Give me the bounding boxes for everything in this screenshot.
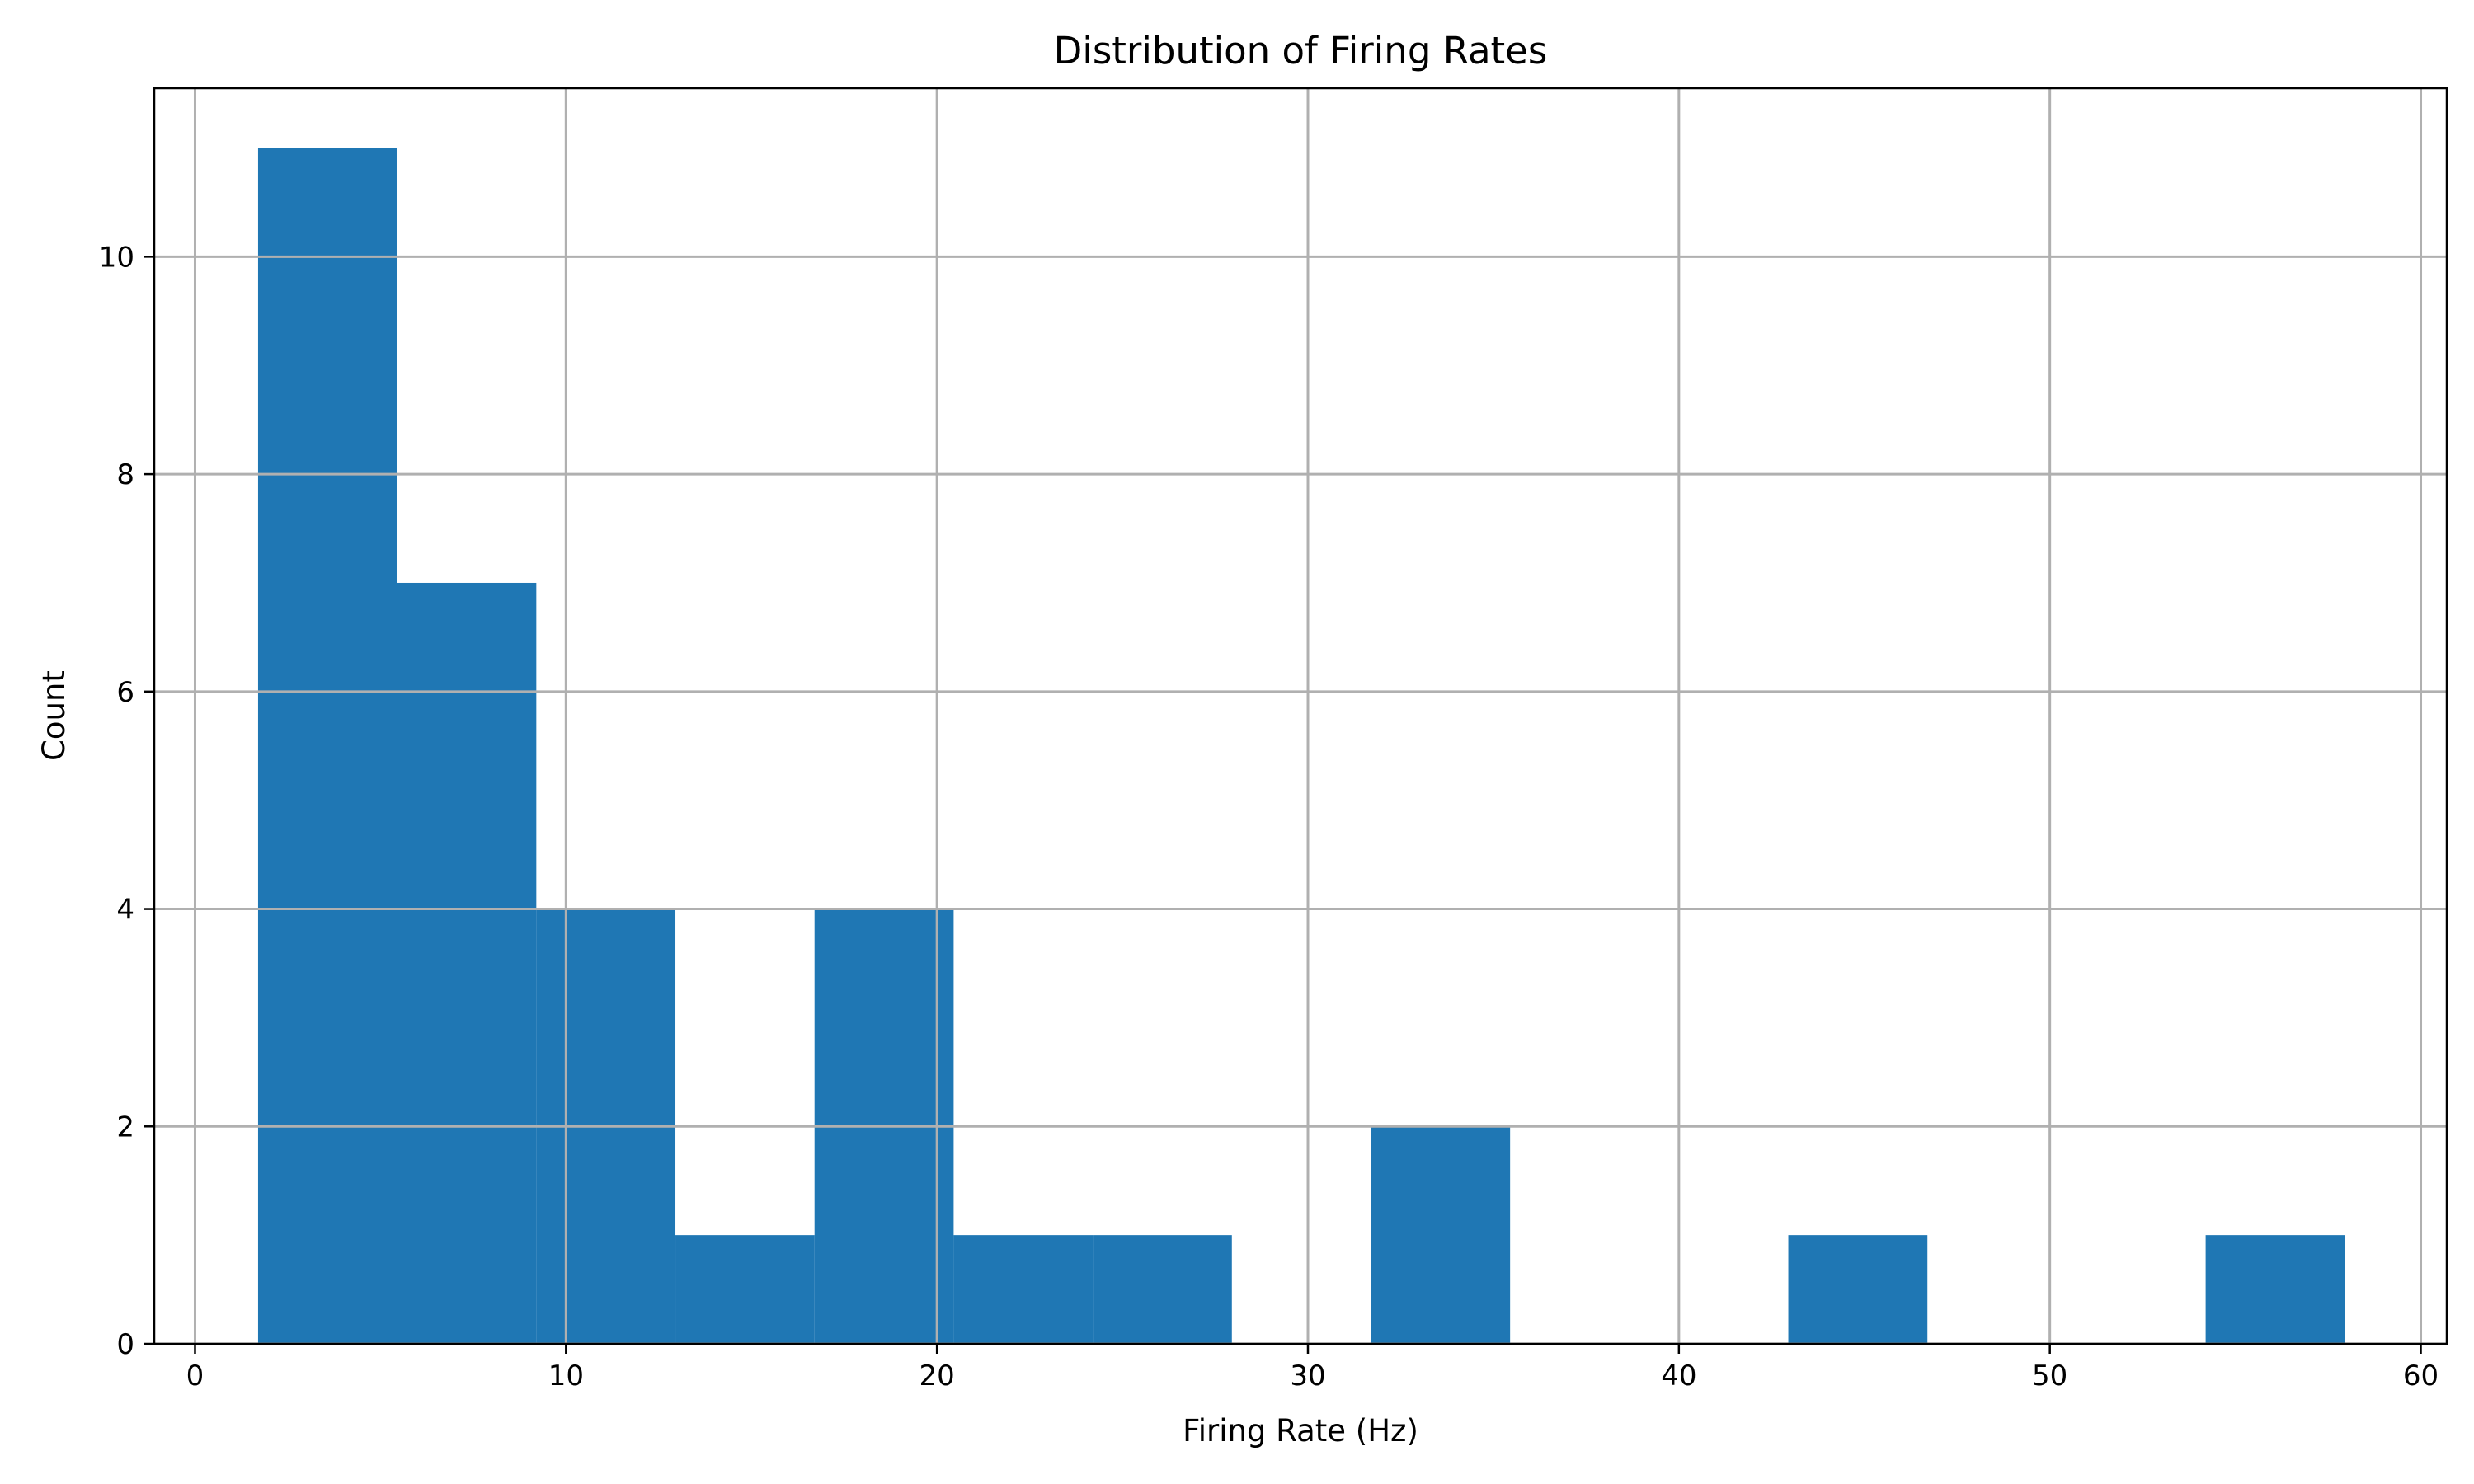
y-ticks-group: 0 2 4 6 8 10 bbox=[99, 241, 154, 1361]
histogram-bar-8 bbox=[1371, 1126, 1511, 1344]
histogram-bar-3 bbox=[675, 1235, 815, 1344]
histogram-bar-1 bbox=[397, 582, 537, 1344]
chart-title: Distribution of Firing Rates bbox=[1054, 29, 1548, 73]
y-tick-label: 0 bbox=[116, 1328, 134, 1361]
x-tick-label: 20 bbox=[920, 1360, 955, 1392]
histogram-bar-11 bbox=[1788, 1235, 1928, 1344]
x-tick-label: 30 bbox=[1290, 1360, 1325, 1392]
x-ticks-group: 0 10 20 30 40 50 60 bbox=[186, 1344, 2439, 1392]
x-axis-label: Firing Rate (Hz) bbox=[1183, 1413, 1418, 1449]
y-tick-label: 6 bbox=[116, 676, 134, 709]
y-tick-label: 2 bbox=[116, 1111, 134, 1144]
x-tick-label: 10 bbox=[548, 1360, 584, 1392]
plot-frame bbox=[153, 87, 2448, 1345]
histogram-bar-0 bbox=[257, 148, 397, 1344]
x-tick-label: 60 bbox=[2403, 1360, 2439, 1392]
histogram-bar-5 bbox=[953, 1235, 1094, 1344]
y-tick-label: 4 bbox=[116, 894, 134, 927]
x-tick-label: 50 bbox=[2032, 1360, 2067, 1392]
histogram-bar-6 bbox=[1093, 1235, 1232, 1344]
y-axis-label: Count bbox=[36, 670, 72, 761]
y-tick-label: 10 bbox=[99, 241, 134, 274]
x-tick-label: 0 bbox=[186, 1360, 205, 1392]
x-tick-label: 40 bbox=[1661, 1360, 1696, 1392]
y-tick-label: 8 bbox=[116, 458, 134, 491]
histogram-bar-14 bbox=[2205, 1235, 2345, 1344]
